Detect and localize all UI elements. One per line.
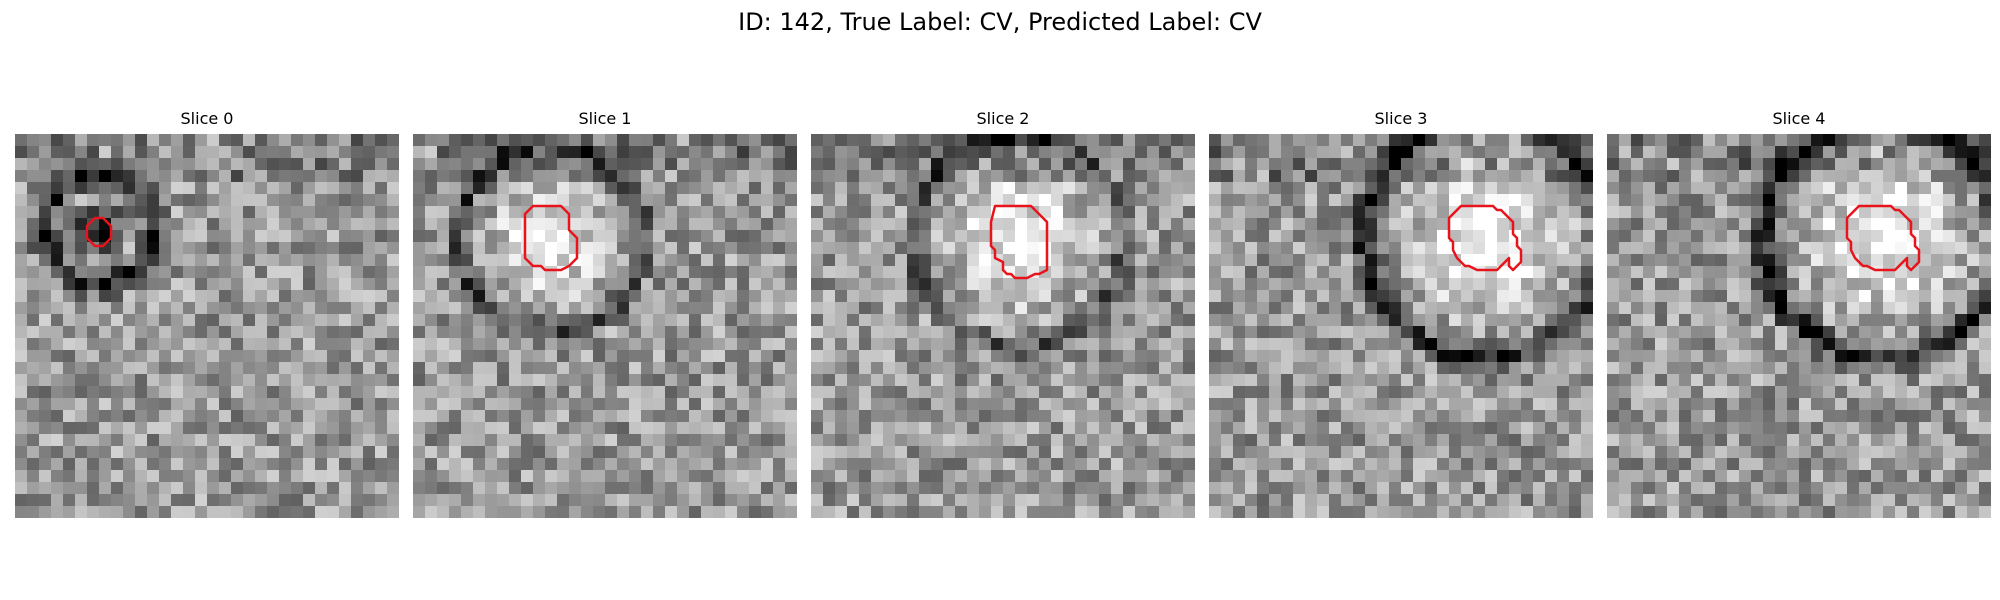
figure-title: ID: 142, True Label: CV, Predicted Label… <box>738 8 1262 36</box>
segmentation-contour <box>1845 204 1921 272</box>
slice-panel-4: Slice 4 <box>1607 108 1991 518</box>
slice-panel-3: Slice 3 <box>1209 108 1593 518</box>
slice-image <box>811 134 1195 518</box>
slice-title: Slice 2 <box>976 109 1030 128</box>
segmentation-contour <box>523 204 579 272</box>
pixel-grid <box>811 134 1195 518</box>
pixel-grid <box>1209 134 1593 518</box>
slice-image <box>1607 134 1991 518</box>
slice-image <box>413 134 797 518</box>
pixel-grid <box>15 134 399 518</box>
slice-title: Slice 3 <box>1374 109 1428 128</box>
pixel-grid <box>1607 134 1991 518</box>
segmentation-contour <box>989 204 1049 280</box>
slice-panel-0: Slice 0 <box>15 108 399 518</box>
slice-title: Slice 4 <box>1772 109 1826 128</box>
pixel-grid <box>413 134 797 518</box>
slice-title: Slice 1 <box>578 109 632 128</box>
slice-panel-2: Slice 2 <box>811 108 1195 518</box>
slice-panel-1: Slice 1 <box>413 108 797 518</box>
slice-title: Slice 0 <box>180 109 234 128</box>
slice-image <box>1209 134 1593 518</box>
slice-image <box>15 134 399 518</box>
segmentation-contour <box>1447 204 1523 272</box>
segmentation-contour <box>85 216 113 248</box>
